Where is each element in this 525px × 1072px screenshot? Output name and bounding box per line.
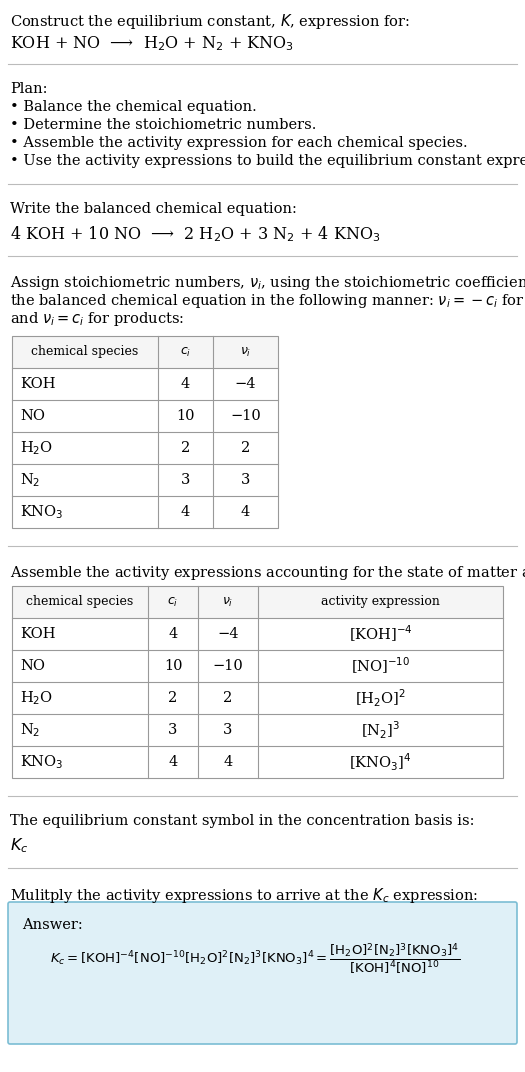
Text: KOH: KOH bbox=[20, 377, 56, 391]
Text: 4: 4 bbox=[169, 627, 177, 641]
Bar bbox=[12, 368, 278, 528]
Text: 3: 3 bbox=[241, 473, 250, 487]
Text: Construct the equilibrium constant, $K$, expression for:: Construct the equilibrium constant, $K$,… bbox=[10, 12, 410, 31]
Text: 2: 2 bbox=[169, 691, 177, 705]
Text: Assemble the activity expressions accounting for the state of matter and $\nu_i$: Assemble the activity expressions accoun… bbox=[10, 564, 525, 582]
Text: chemical species: chemical species bbox=[32, 345, 139, 358]
Text: H$_2$O: H$_2$O bbox=[20, 440, 53, 457]
Bar bbox=[12, 336, 278, 368]
Text: $K_c$: $K_c$ bbox=[10, 836, 28, 854]
Text: [NO]$^{-10}$: [NO]$^{-10}$ bbox=[351, 656, 410, 676]
Text: −10: −10 bbox=[213, 659, 244, 673]
Text: 10: 10 bbox=[176, 410, 195, 423]
Text: KNO$_3$: KNO$_3$ bbox=[20, 754, 64, 771]
Text: $c_i$: $c_i$ bbox=[167, 595, 178, 609]
Text: chemical species: chemical species bbox=[26, 596, 134, 609]
Text: −10: −10 bbox=[230, 410, 261, 423]
Text: 4: 4 bbox=[181, 377, 190, 391]
Bar bbox=[12, 586, 503, 778]
Text: 3: 3 bbox=[181, 473, 190, 487]
Bar bbox=[12, 586, 503, 617]
Text: −4: −4 bbox=[235, 377, 256, 391]
Text: Write the balanced chemical equation:: Write the balanced chemical equation: bbox=[10, 202, 297, 215]
Text: 10: 10 bbox=[164, 659, 182, 673]
Text: 4 KOH + 10 NO  ⟶  2 H$_2$O + 3 N$_2$ + 4 KNO$_3$: 4 KOH + 10 NO ⟶ 2 H$_2$O + 3 N$_2$ + 4 K… bbox=[10, 224, 381, 243]
Bar bbox=[12, 336, 278, 528]
Text: [H$_2$O]$^2$: [H$_2$O]$^2$ bbox=[355, 687, 406, 709]
Text: The equilibrium constant symbol in the concentration basis is:: The equilibrium constant symbol in the c… bbox=[10, 814, 475, 828]
Text: the balanced chemical equation in the following manner: $\nu_i = -c_i$ for react: the balanced chemical equation in the fo… bbox=[10, 292, 525, 310]
Text: 4: 4 bbox=[223, 755, 233, 769]
Text: 2: 2 bbox=[223, 691, 233, 705]
Text: 2: 2 bbox=[241, 441, 250, 455]
Text: $c_i$: $c_i$ bbox=[180, 345, 191, 358]
Text: −4: −4 bbox=[217, 627, 239, 641]
Text: [N$_2$]$^3$: [N$_2$]$^3$ bbox=[361, 719, 400, 741]
Text: KOH: KOH bbox=[20, 627, 56, 641]
FancyBboxPatch shape bbox=[8, 902, 517, 1044]
Text: • Use the activity expressions to build the equilibrium constant expression.: • Use the activity expressions to build … bbox=[10, 154, 525, 168]
Text: [KNO$_3$]$^4$: [KNO$_3$]$^4$ bbox=[349, 751, 412, 773]
Text: H$_2$O: H$_2$O bbox=[20, 689, 53, 706]
Text: $\nu_i$: $\nu_i$ bbox=[222, 595, 234, 609]
Text: • Balance the chemical equation.: • Balance the chemical equation. bbox=[10, 100, 257, 114]
Text: • Determine the stoichiometric numbers.: • Determine the stoichiometric numbers. bbox=[10, 118, 317, 132]
Text: Answer:: Answer: bbox=[22, 918, 83, 932]
Text: KNO$_3$: KNO$_3$ bbox=[20, 503, 64, 521]
Bar bbox=[12, 617, 503, 778]
Text: 4: 4 bbox=[169, 755, 177, 769]
Text: 3: 3 bbox=[223, 723, 233, 738]
Text: KOH + NO  ⟶  H$_2$O + N$_2$ + KNO$_3$: KOH + NO ⟶ H$_2$O + N$_2$ + KNO$_3$ bbox=[10, 34, 294, 53]
Text: $K_c = [\mathrm{KOH}]^{-4} [\mathrm{NO}]^{-10} [\mathrm{H_2O}]^{2} [\mathrm{N_2}: $K_c = [\mathrm{KOH}]^{-4} [\mathrm{NO}]… bbox=[50, 941, 460, 977]
Text: 4: 4 bbox=[181, 505, 190, 519]
Text: NO: NO bbox=[20, 410, 45, 423]
Text: N$_2$: N$_2$ bbox=[20, 721, 40, 739]
Text: Mulitply the activity expressions to arrive at the $K_c$ expression:: Mulitply the activity expressions to arr… bbox=[10, 885, 478, 905]
Text: NO: NO bbox=[20, 659, 45, 673]
Text: activity expression: activity expression bbox=[321, 596, 440, 609]
Text: [KOH]$^{-4}$: [KOH]$^{-4}$ bbox=[349, 624, 412, 644]
Text: and $\nu_i = c_i$ for products:: and $\nu_i = c_i$ for products: bbox=[10, 310, 184, 328]
Text: $\nu_i$: $\nu_i$ bbox=[240, 345, 251, 358]
Text: • Assemble the activity expression for each chemical species.: • Assemble the activity expression for e… bbox=[10, 136, 468, 150]
Text: Assign stoichiometric numbers, $\nu_i$, using the stoichiometric coefficients, $: Assign stoichiometric numbers, $\nu_i$, … bbox=[10, 274, 525, 292]
Text: 3: 3 bbox=[169, 723, 177, 738]
Text: N$_2$: N$_2$ bbox=[20, 472, 40, 489]
Text: 4: 4 bbox=[241, 505, 250, 519]
Text: 2: 2 bbox=[181, 441, 190, 455]
Text: Plan:: Plan: bbox=[10, 81, 47, 96]
